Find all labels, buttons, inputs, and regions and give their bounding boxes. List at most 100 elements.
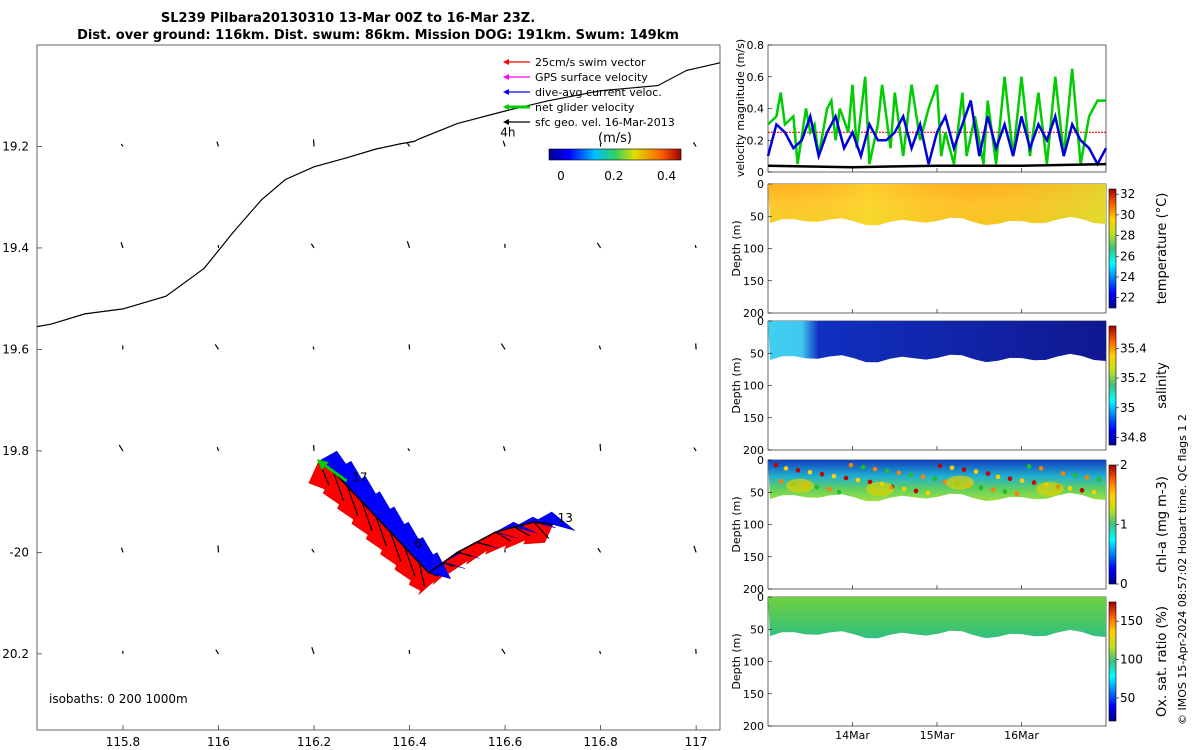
chla-sample-dot (843, 475, 849, 481)
map-xtick-label: 116.6 (488, 735, 522, 749)
coastline (36, 62, 721, 328)
geo-velocity-arrow (120, 242, 124, 249)
chla-section: 0 50 100 150 200 Depth (m) 0 1 2 chl-a (mg m-3) (730, 454, 1170, 596)
map-background (37, 45, 720, 730)
chla-sample-dot (937, 463, 943, 469)
map-ytick-label: -20 (9, 545, 29, 559)
sfc-vector (533, 521, 550, 539)
section-ytick-label: 100 (743, 243, 764, 256)
legend-arrowhead (503, 89, 509, 95)
map-ytick-label: 19.8 (2, 444, 29, 458)
sfc-vector (389, 531, 402, 562)
section-ytick-label: 150 (743, 551, 764, 564)
section-xtick-label: 16Mar (1004, 729, 1039, 742)
map-annotations: 4h 17 6 13 (352, 125, 573, 550)
chla-patch (866, 482, 894, 497)
chla-sample-dot (920, 474, 926, 480)
figure-title-line2: Dist. over ground: 116km. Dist. swum: 86… (77, 28, 679, 43)
colorbar-tick-label: 35.4 (1120, 341, 1147, 355)
velocity-panel: 0 0.2 0.4 0.6 0.8 velocity magnitude (m/s) (734, 39, 1108, 179)
velocity-ytick-label: 0.4 (747, 103, 765, 116)
chla-sample-dot (1060, 471, 1066, 476)
chla-sample-dot (1079, 488, 1085, 493)
section-ytick-label: 50 (750, 210, 764, 223)
chla-sample-dot (836, 489, 842, 495)
geo-velocity-arrow (311, 647, 315, 655)
map-xtick-label: 116.2 (297, 735, 331, 749)
geo-velocity-arrow (599, 650, 602, 655)
colorbar-tick-label: 150 (1120, 614, 1143, 628)
colorbar-tick-label: 30 (1120, 208, 1135, 222)
map-xtick-label: 116 (207, 735, 230, 749)
chla-sample-dot (1072, 473, 1078, 478)
chla-sample-dot (795, 468, 801, 473)
chla-sample-dot (855, 477, 861, 483)
colorbar-tick-label: 22 (1120, 291, 1135, 305)
chla-patch (946, 475, 974, 490)
oxygen-section: 0 50 100 150 200 Depth (m) 50 100 150 Ox. sat. ra… (730, 591, 1170, 742)
section-ytick-label: 50 (750, 486, 764, 499)
section-ytick-label: 200 (743, 444, 764, 457)
glider-track-line (318, 460, 553, 574)
chla-sample-dot (925, 490, 931, 496)
chla-sample-dot (1038, 466, 1044, 471)
section-xtick-label: 14Mar (835, 729, 870, 742)
geo-velocity-arrow (502, 140, 506, 147)
section-colorbar (1108, 464, 1117, 585)
geo-velocity-arrow (501, 648, 506, 655)
section-colorbar (1108, 188, 1117, 309)
colorbar-label: temperature (°C) (1155, 193, 1170, 305)
section-ytick-label: 0 (757, 454, 764, 467)
colorbar-tick-label: 35.2 (1120, 371, 1147, 385)
geo-velocity-arrow (214, 344, 220, 350)
geo-velocity-arrow (215, 649, 220, 655)
section-ytick-label: 100 (743, 519, 764, 532)
section-colorbar (1108, 325, 1117, 446)
colorbar-tick-label: 2 (1120, 458, 1128, 472)
chla-sample-dot (848, 462, 854, 468)
sfc-vector (514, 526, 531, 537)
section-ylabel: Depth (m) (730, 496, 743, 552)
chla-patch (1036, 482, 1064, 497)
geo-velocity-arrow (598, 345, 602, 350)
geo-velocity-arrow (216, 141, 220, 147)
map-annotation: 6 (414, 536, 422, 550)
chla-sample-dot (831, 473, 837, 479)
section-ytick-label: 0 (757, 591, 764, 604)
map-colorbar-gradient (548, 148, 682, 161)
geo-velocity-arrow (597, 547, 602, 553)
legend-label: 25cm/s swim vector (535, 56, 646, 69)
map-ytick-label: 20.2 (2, 647, 29, 661)
chla-sample-dot (932, 476, 938, 482)
map-xtick-label: 116.4 (392, 735, 426, 749)
colorbar-label: chl-a (mg m-3) (1155, 476, 1170, 573)
chla-sample-dot (995, 474, 1001, 480)
chla-sample-dot (949, 465, 955, 471)
sfc-vector (404, 547, 416, 577)
legend-label: sfc geo. vel. 16-Mar-2013 (535, 116, 675, 129)
salinity-section: 0 50 100 150 200 Depth (m) 34.8 35 35.2 35.4 salin… (730, 315, 1170, 457)
section-ylabel: Depth (m) (730, 357, 743, 413)
velocity-axes: 0 0.2 0.4 0.6 0.8 (747, 39, 1022, 179)
chla-sample-dot (896, 470, 902, 476)
legend-label: net glider velocity (535, 101, 635, 114)
sfc-vector (361, 501, 373, 532)
colorbar-tick-label: 24 (1120, 270, 1135, 284)
chla-sample-dot (826, 486, 832, 492)
map-ytick-label: 19.4 (2, 241, 29, 255)
isobath-label: isobaths: 0 200 1000m (49, 692, 188, 706)
section-ytick-label: 200 (743, 720, 764, 733)
chla-sample-dot (819, 471, 825, 477)
map-colorbar-label: (m/s) (598, 131, 632, 146)
net-velocity-arrowhead (316, 459, 329, 471)
section-ytick-label: 200 (743, 307, 764, 320)
colorbar-label: Ox. sat. ratio (%) (1155, 606, 1170, 717)
geo-velocity-arrow (596, 242, 602, 249)
section-ylabel: Depth (m) (730, 633, 743, 689)
geo-velocity-arrow (406, 241, 411, 249)
geo-velocity-arrow (693, 545, 697, 553)
velocity-ytick-label: 0.8 (747, 39, 765, 52)
map-colorbar: 0 0.2 0.4 (m/s) (548, 131, 682, 183)
section-ytick-label: 0 (757, 178, 764, 191)
sfc-vector (375, 516, 388, 547)
